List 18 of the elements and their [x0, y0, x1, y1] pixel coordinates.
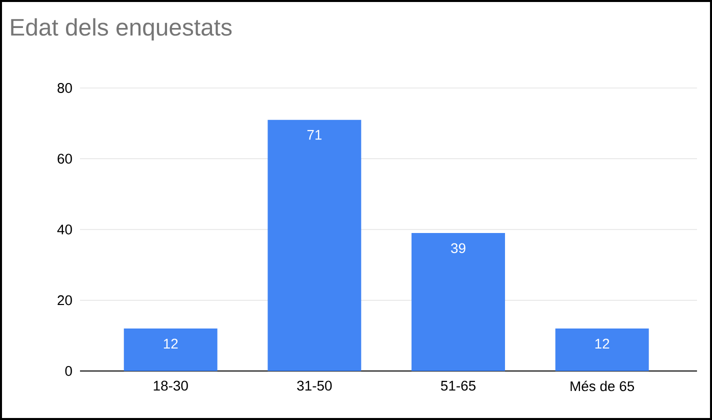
bar: [412, 233, 506, 371]
data-label: 12: [595, 338, 610, 348]
y-tick-label: 20: [58, 295, 72, 306]
bar: [124, 328, 218, 371]
data-label: 39: [451, 243, 466, 254]
y-tick-label: 80: [58, 83, 72, 93]
x-tick-label: 51-65: [440, 380, 476, 391]
chart-title: Edat dels enquestats: [11, 18, 232, 40]
x-tick-label: Més de 65: [570, 380, 634, 392]
bar: [268, 120, 362, 371]
data-label: 12: [164, 338, 178, 348]
y-tick-label: 0: [65, 366, 72, 376]
x-tick-label: 31-50: [297, 380, 332, 391]
x-tick-label: 18-30: [154, 380, 188, 391]
data-label: 71: [307, 130, 322, 140]
y-tick-label: 60: [58, 154, 72, 164]
bar: [555, 328, 649, 371]
y-tick-label: 40: [57, 224, 72, 234]
